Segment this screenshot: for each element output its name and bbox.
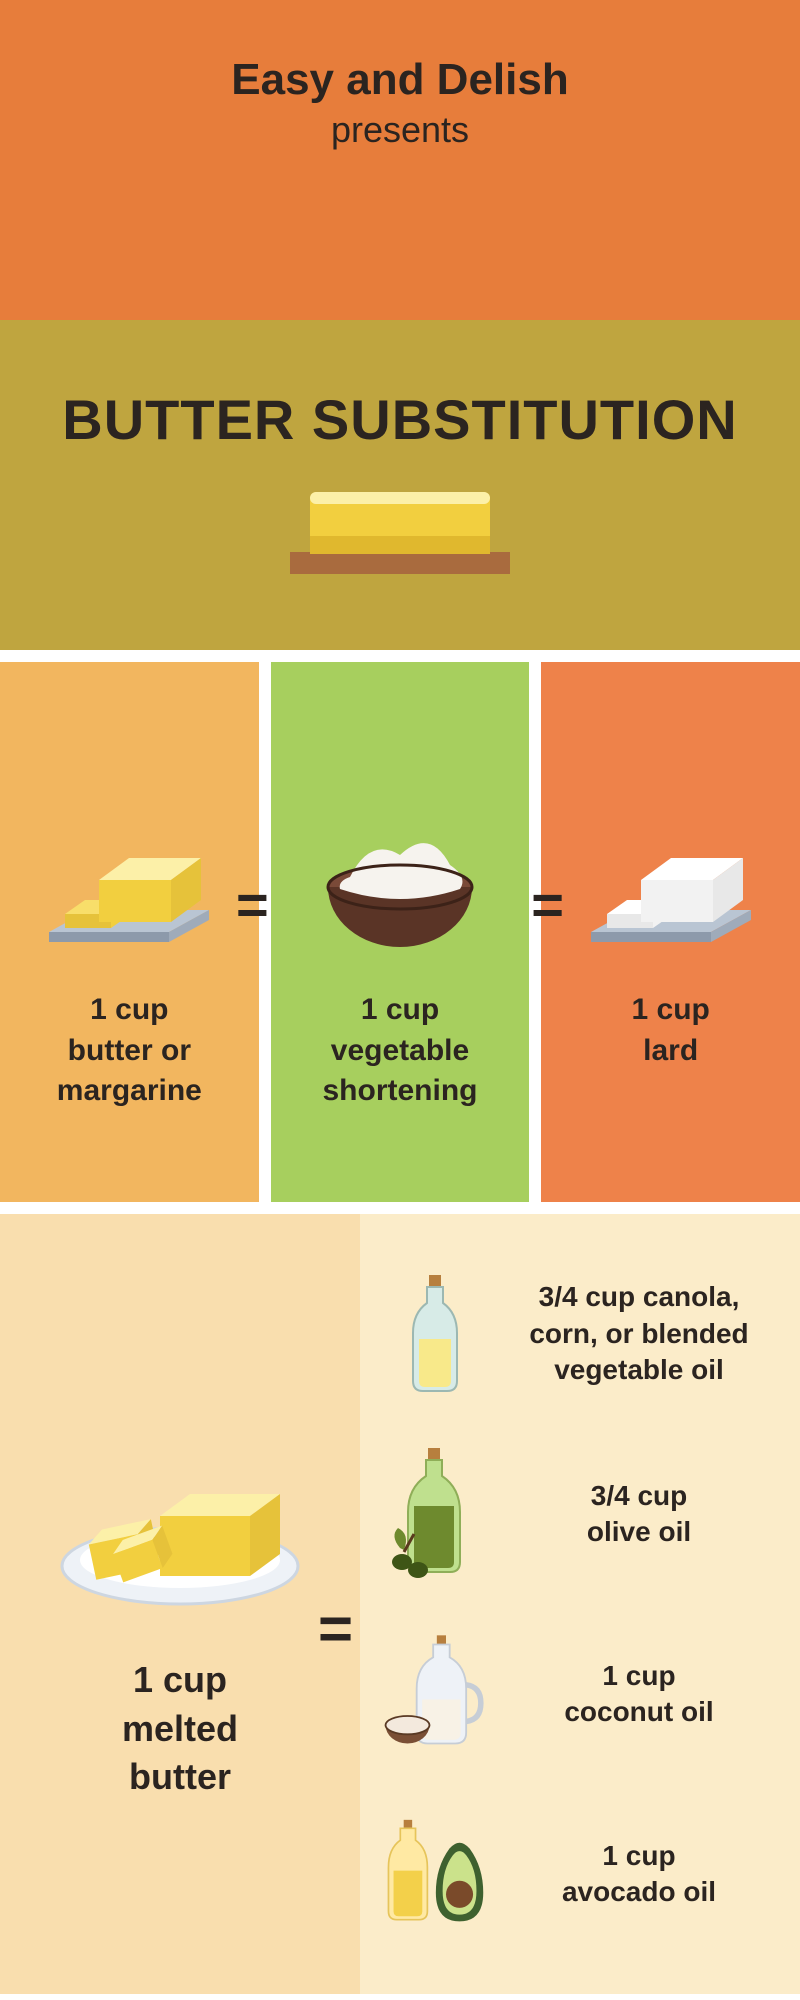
oil-label: 1 cupavocado oil (508, 1838, 770, 1911)
oil-label: 3/4 cupolive oil (508, 1478, 770, 1551)
brand-title: Easy and Delish (231, 55, 568, 105)
avocado-oil-icon (380, 1804, 490, 1944)
oil-label: 1 cupcoconut oil (508, 1658, 770, 1731)
butter-dish-icon (280, 474, 520, 584)
equals-icon: = (531, 872, 564, 937)
col-label: 1 cupvegetableshortening (305, 990, 496, 1112)
melted-butter-icon (50, 1406, 310, 1626)
presents-subtitle: presents (331, 109, 469, 151)
col-shortening: 1 cupvegetableshortening (271, 662, 530, 1202)
equals-icon: = (236, 872, 269, 937)
coconut-oil-icon (380, 1624, 490, 1764)
col-label: 1 cuplard (614, 990, 728, 1071)
header: Easy and Delish presents (0, 0, 800, 320)
col-label: 1 cupbutter ormargarine (39, 990, 220, 1112)
oil-row-coconut: 1 cupcoconut oil (380, 1624, 770, 1764)
oil-row-avocado: 1 cupavocado oil (380, 1804, 770, 1944)
substitution-row-solid-fats: 1 cupbutter ormargarine 1 cupvegetablesh… (0, 662, 800, 1202)
butter-margarine-icon (39, 812, 219, 972)
oil-label: 3/4 cup canola, corn, or blended vegetab… (508, 1279, 770, 1388)
olive-oil-bottle-icon (380, 1444, 490, 1584)
substitution-row-oils: 1 cupmeltedbutter 3/4 cup canola, corn, … (0, 1214, 800, 1994)
title-block: BUTTER SUBSTITUTION (0, 320, 800, 650)
lard-icon (581, 812, 761, 972)
col-lard: 1 cuplard (541, 662, 800, 1202)
oil-row-canola: 3/4 cup canola, corn, or blended vegetab… (380, 1264, 770, 1404)
oil-row-olive: 3/4 cupolive oil (380, 1444, 770, 1584)
shortening-bowl-icon (310, 812, 490, 972)
canola-oil-bottle-icon (380, 1264, 490, 1404)
oils-panel: 3/4 cup canola, corn, or blended vegetab… (360, 1214, 800, 1994)
equals-icon: = (318, 1594, 353, 1663)
page-title: BUTTER SUBSTITUTION (62, 387, 737, 452)
melted-butter-panel: 1 cupmeltedbutter (0, 1214, 360, 1994)
col-butter-margarine: 1 cupbutter ormargarine (0, 662, 259, 1202)
melted-butter-label: 1 cupmeltedbutter (122, 1656, 238, 1802)
